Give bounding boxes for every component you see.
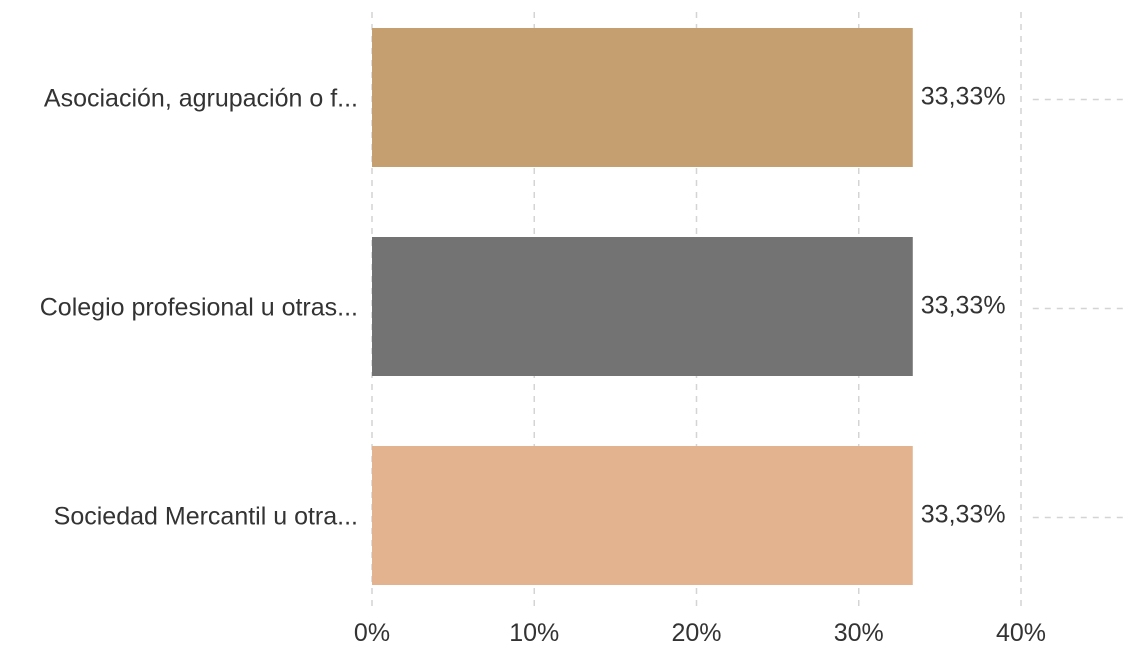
- data-label: 33,33%: [921, 83, 1006, 111]
- bars: [372, 28, 913, 585]
- value-labels: 33,33% 33,33% 33,33%: [921, 83, 1006, 529]
- x-tick-label: 20%: [671, 619, 721, 645]
- category-labels: Asociación, agrupación o f... Colegio pro…: [40, 85, 358, 531]
- x-tick-label: 10%: [509, 619, 559, 645]
- category-label: Asociación, agrupación o f...: [44, 85, 358, 113]
- category-label: Colegio profesional u otras...: [40, 294, 358, 322]
- data-label: 33,33%: [921, 501, 1006, 529]
- bar: [372, 28, 913, 167]
- data-label: 33,33%: [921, 292, 1006, 320]
- bar: [372, 237, 913, 376]
- x-tick-label: 30%: [834, 619, 884, 645]
- category-label: Sociedad Mercantil u otra...: [54, 503, 358, 531]
- x-tick-label: 0%: [354, 619, 390, 645]
- bar: [372, 446, 913, 585]
- x-tick-label: 40%: [996, 619, 1046, 645]
- x-axis-ticks: 0% 10% 20% 30% 40%: [354, 619, 1046, 645]
